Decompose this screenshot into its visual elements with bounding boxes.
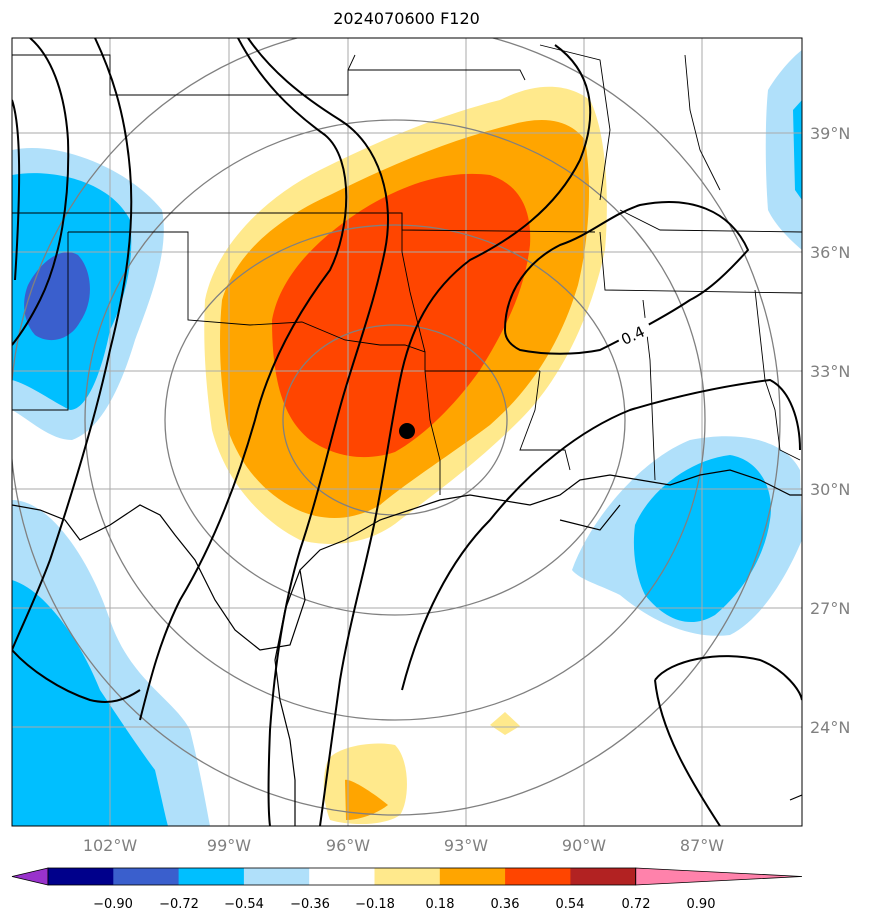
negative-anomaly-west-dark [24, 252, 90, 341]
lon-label: 87°W [680, 836, 724, 855]
colorbar-extend-low [11, 867, 49, 886]
positive-anomaly-gulf-small-medium [345, 779, 388, 820]
colorbar-tick-label: −0.72 [159, 897, 199, 912]
lat-label: 39°N [810, 124, 850, 143]
colorbar-tick-label: 0.72 [622, 897, 651, 912]
map-title: 2024070600 F120 [333, 9, 480, 28]
colorbar-segment [178, 868, 245, 885]
colorbar-tick-label: −0.54 [224, 897, 264, 912]
colorbar-segment [309, 868, 375, 885]
latitude-gridlines [12, 132, 802, 728]
positive-anomaly-gulf-dot [490, 712, 520, 735]
negative-anomaly-southwest-medium [12, 580, 168, 826]
colorbar-segment [439, 868, 506, 885]
colorbar-extend-high [635, 867, 803, 886]
lon-label: 102°W [83, 836, 138, 855]
colorbar-segment [570, 868, 637, 885]
map-frame [11, 37, 803, 827]
negative-anomaly-northeast-medium [793, 100, 802, 200]
lat-label: 36°N [810, 243, 850, 262]
lon-label: 93°W [444, 836, 488, 855]
lon-label: 90°W [562, 836, 606, 855]
colorbar-tick-label: −0.90 [93, 897, 133, 912]
colorbar [11, 867, 803, 886]
longitude-labels: 102°W 99°W 96°W 93°W 90°W 87°W [83, 836, 724, 855]
colorbar-segment [113, 868, 180, 885]
colorbar-tick-label: 0.36 [491, 897, 520, 912]
contour-lines [12, 38, 802, 826]
colorbar-tick-label: 0.90 [687, 897, 716, 912]
lon-label: 99°W [207, 836, 251, 855]
colorbar-segment [505, 868, 571, 885]
lat-label: 33°N [810, 362, 850, 381]
colorbar-tick-label: −0.36 [290, 897, 330, 912]
colorbar-segment [243, 868, 310, 885]
state-borders [12, 44, 802, 495]
point-marker [399, 423, 415, 439]
colorbar-tick-label: −0.18 [355, 897, 395, 912]
colorbar-tick-label: 0.18 [426, 897, 455, 912]
lon-label: 96°W [326, 836, 370, 855]
negative-anomaly-northeast-light [765, 50, 802, 250]
map-panel: 0.4 [12, 38, 802, 826]
colorbar-labels: −0.90 −0.72 −0.54 −0.36 −0.18 0.18 0.36 … [93, 897, 715, 912]
lat-label: 24°N [810, 718, 850, 737]
colorbar-tick-label: 0.54 [556, 897, 585, 912]
colorbar-segment [374, 868, 441, 885]
lat-label: 27°N [810, 599, 850, 618]
colorbar-frame [47, 867, 637, 886]
colorbar-segment [48, 868, 114, 885]
lat-label: 30°N [810, 480, 850, 499]
latitude-labels: 39°N 36°N 33°N 30°N 27°N 24°N [810, 124, 850, 737]
longitude-gridlines [109, 38, 703, 826]
